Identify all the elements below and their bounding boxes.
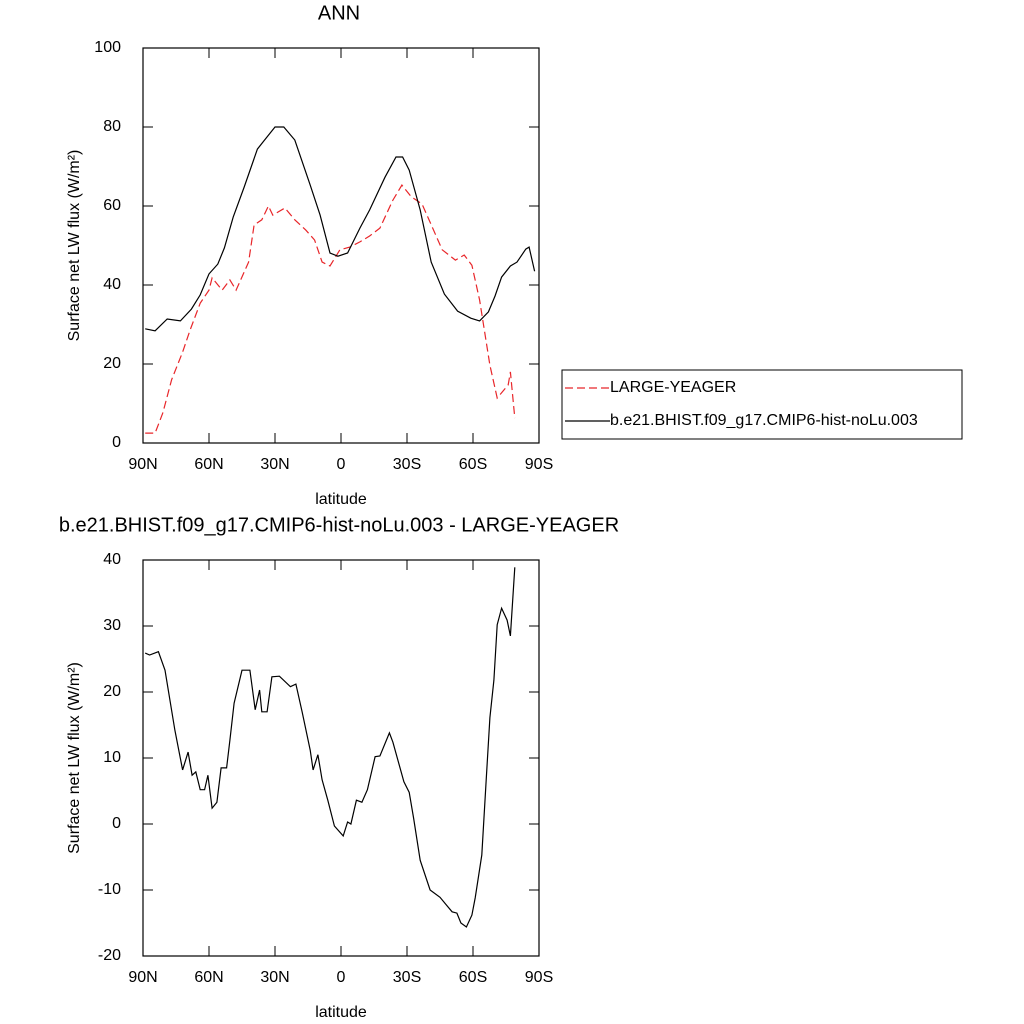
x-tick-label: 60N [194,456,223,473]
legend-label: b.e21.BHIST.f09_g17.CMIP6-hist-noLu.003 [610,412,918,429]
y-tick-label: 40 [103,276,121,293]
y-tick-label: 20 [103,683,121,700]
plot-frame [142,559,540,957]
y-axis-label: Surface net LW flux (W/m²) [66,662,83,854]
x-tick-label: 30S [393,969,421,986]
x-tick-label: 0 [337,969,346,986]
x-tick-label: 90N [128,969,157,986]
y-tick-label: 60 [103,197,121,214]
x-tick-label: 60N [194,969,223,986]
x-axis-label: latitude [315,491,367,508]
y-axis-label: Surface net LW flux (W/m²) [66,150,83,342]
x-tick-label: 30N [260,969,289,986]
x-tick-label: 30S [393,456,421,473]
series-line [145,126,536,332]
chart-title: ANN [318,2,360,24]
y-tick-label: 0 [112,434,121,451]
y-tick-label: -10 [98,881,121,898]
series-line [144,567,516,928]
x-tick-label: 90S [525,969,553,986]
y-tick-label: 100 [94,39,121,56]
x-tick-label: 60S [459,969,487,986]
plot-frame [142,47,540,444]
y-tick-label: 20 [103,355,121,372]
y-tick-label: 0 [112,815,121,832]
x-tick-label: 0 [337,456,346,473]
x-tick-label: 30N [260,456,289,473]
x-tick-label: 60S [459,456,487,473]
y-tick-label: 40 [103,551,121,568]
legend-label: LARGE-YEAGER [610,379,736,396]
y-tick-label: -20 [98,947,121,964]
x-axis-label: latitude [315,1004,367,1021]
y-tick-label: 30 [103,617,121,634]
y-tick-label: 80 [103,118,121,135]
x-tick-label: 90S [525,456,553,473]
legend-box [561,369,963,440]
series-line [145,184,516,434]
x-tick-label: 90N [128,456,157,473]
chart-title: b.e21.BHIST.f09_g17.CMIP6-hist-noLu.003 … [59,514,619,536]
y-tick-label: 10 [103,749,121,766]
